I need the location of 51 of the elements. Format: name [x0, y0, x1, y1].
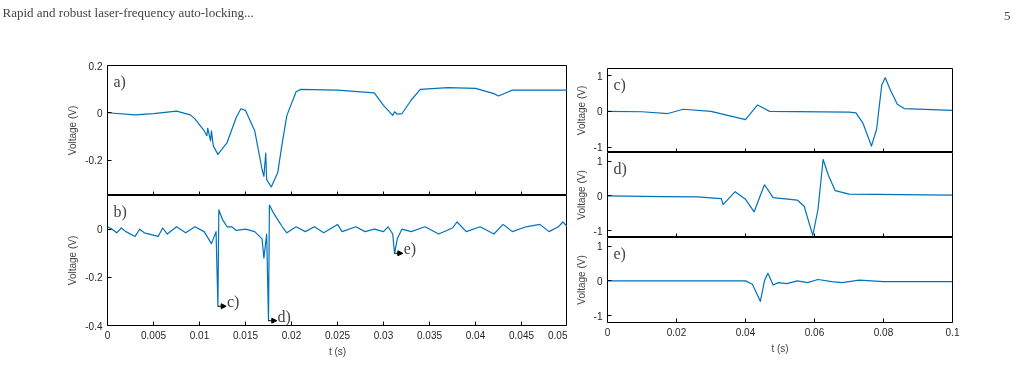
annotation: c): [613, 75, 626, 94]
x-axis-title: t (s): [771, 342, 789, 354]
y-tick-label: -1: [593, 310, 603, 322]
y-axis-title: Voltage (V): [575, 255, 587, 305]
annotation: a): [113, 72, 126, 91]
line-series: [607, 158, 953, 237]
x-tick-label: 0.02: [666, 326, 687, 338]
x-tick-label: 0.05: [548, 329, 568, 341]
x-tick-label: 0.025: [324, 329, 351, 341]
x-tick-label: 0.04: [735, 326, 756, 338]
annotation: e): [613, 244, 626, 263]
y-tick-label: 1: [596, 241, 603, 253]
y-tick-label: -1: [593, 225, 603, 237]
y-tick-label: 0: [596, 275, 603, 287]
y-axis-title: Voltage (V): [575, 170, 587, 220]
x-tick-label: 0.1: [945, 326, 960, 338]
x-tick-label: 0.015: [232, 329, 259, 341]
x-tick-label: 0.02: [281, 329, 302, 341]
annotation: c): [227, 293, 240, 312]
x-tick-label: 0.04: [465, 329, 486, 341]
y-tick-label: 0: [596, 106, 603, 118]
y-tick-label: -0.2: [85, 155, 103, 167]
y-tick-label: -1: [593, 142, 603, 154]
annotation: b): [113, 202, 127, 221]
annotation: d): [613, 159, 627, 178]
y-axis-title: Voltage (V): [575, 85, 587, 136]
annotation: d): [277, 307, 291, 326]
y-tick-label: -0.4: [85, 320, 103, 332]
line-series: [607, 272, 953, 302]
y-tick-label: 0.2: [88, 60, 103, 72]
y-axis-title: Voltage (V): [67, 105, 79, 156]
y-tick-label: 1: [596, 156, 603, 168]
y-tick-label: -0.2: [85, 272, 103, 284]
y-tick-label: 0: [96, 107, 103, 119]
x-tick-label: 0.08: [873, 326, 894, 338]
text: Rapid and robust laser-frequency auto-locking...: [2, 4, 254, 20]
x-tick-label: 0.035: [416, 329, 443, 341]
x-tick-label: 0.03: [373, 329, 394, 341]
x-tick-label: 0.01: [189, 329, 210, 341]
y-tick-label: 0: [96, 224, 103, 236]
y-tick-label: 0: [596, 190, 603, 202]
y-tick-label: 1: [596, 70, 603, 82]
x-tick-label: 0.06: [804, 326, 825, 338]
text: 5: [1004, 7, 1011, 23]
y-axis-title: Voltage (V): [67, 235, 79, 286]
x-tick-label: 0: [604, 326, 611, 338]
x-tick-label: 0: [104, 329, 111, 341]
annotation: e): [403, 240, 417, 259]
x-tick-label: 0.045: [508, 329, 535, 341]
x-axis-title: t (s): [328, 345, 347, 357]
x-tick-label: 0.005: [140, 329, 167, 341]
